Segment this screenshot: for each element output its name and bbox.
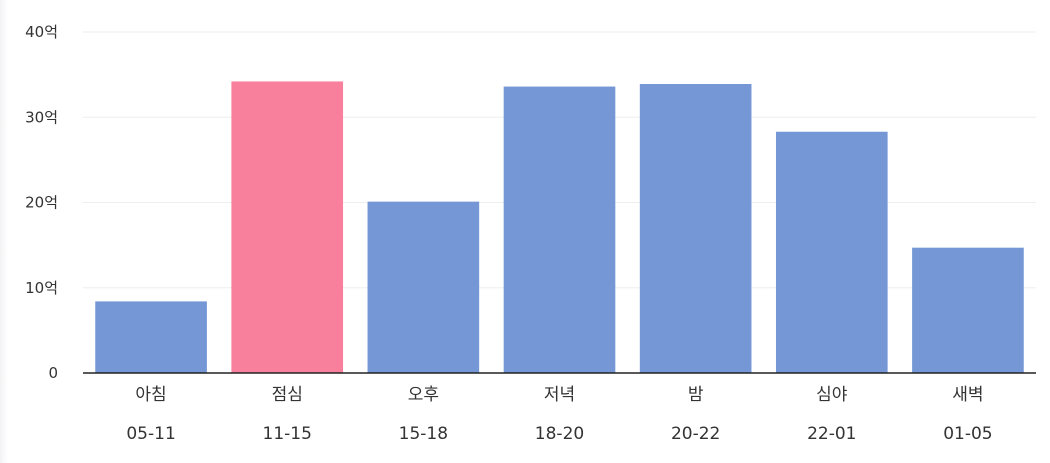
x-range-label: 18-20 (535, 424, 584, 444)
bar-4[interactable] (639, 84, 752, 373)
x-range-label: 22-01 (807, 424, 856, 444)
x-range-label: 20-22 (671, 424, 720, 444)
x-axis-labels: 아침 05-11 점심 11-15 오후 15-18 저녁 18-20 밤 20-22 심야 22-0… (126, 385, 992, 444)
bar-3[interactable] (503, 86, 616, 373)
y-tick-label: 10억 (25, 279, 58, 297)
bar-5[interactable] (775, 131, 888, 373)
y-tick-label: 20억 (25, 194, 58, 212)
x-range-label: 15-18 (399, 424, 448, 444)
y-tick-label: 40억 (25, 23, 58, 41)
x-range-label: 01-05 (943, 424, 992, 444)
x-range-label: 05-11 (126, 424, 175, 444)
x-category-label: 밤 (688, 385, 704, 405)
y-tick-label: 0 (48, 364, 58, 382)
x-category-label: 점심 (272, 385, 303, 405)
bar-1[interactable] (231, 81, 344, 373)
bar-2[interactable] (367, 201, 480, 373)
x-category-label: 새벽 (952, 385, 983, 405)
y-tick-label: 30억 (25, 108, 58, 126)
x-category-label: 아침 (135, 385, 166, 405)
x-range-label: 11-15 (263, 424, 312, 444)
bar-0[interactable] (95, 301, 207, 373)
y-axis-labels: 0 10억 20억 30억 40억 (25, 23, 58, 382)
x-category-label: 심야 (816, 385, 848, 405)
x-category-label: 저녁 (544, 385, 575, 405)
bar-6[interactable] (912, 247, 1024, 373)
bar-layer (95, 81, 1024, 373)
x-category-label: 오후 (408, 385, 439, 405)
